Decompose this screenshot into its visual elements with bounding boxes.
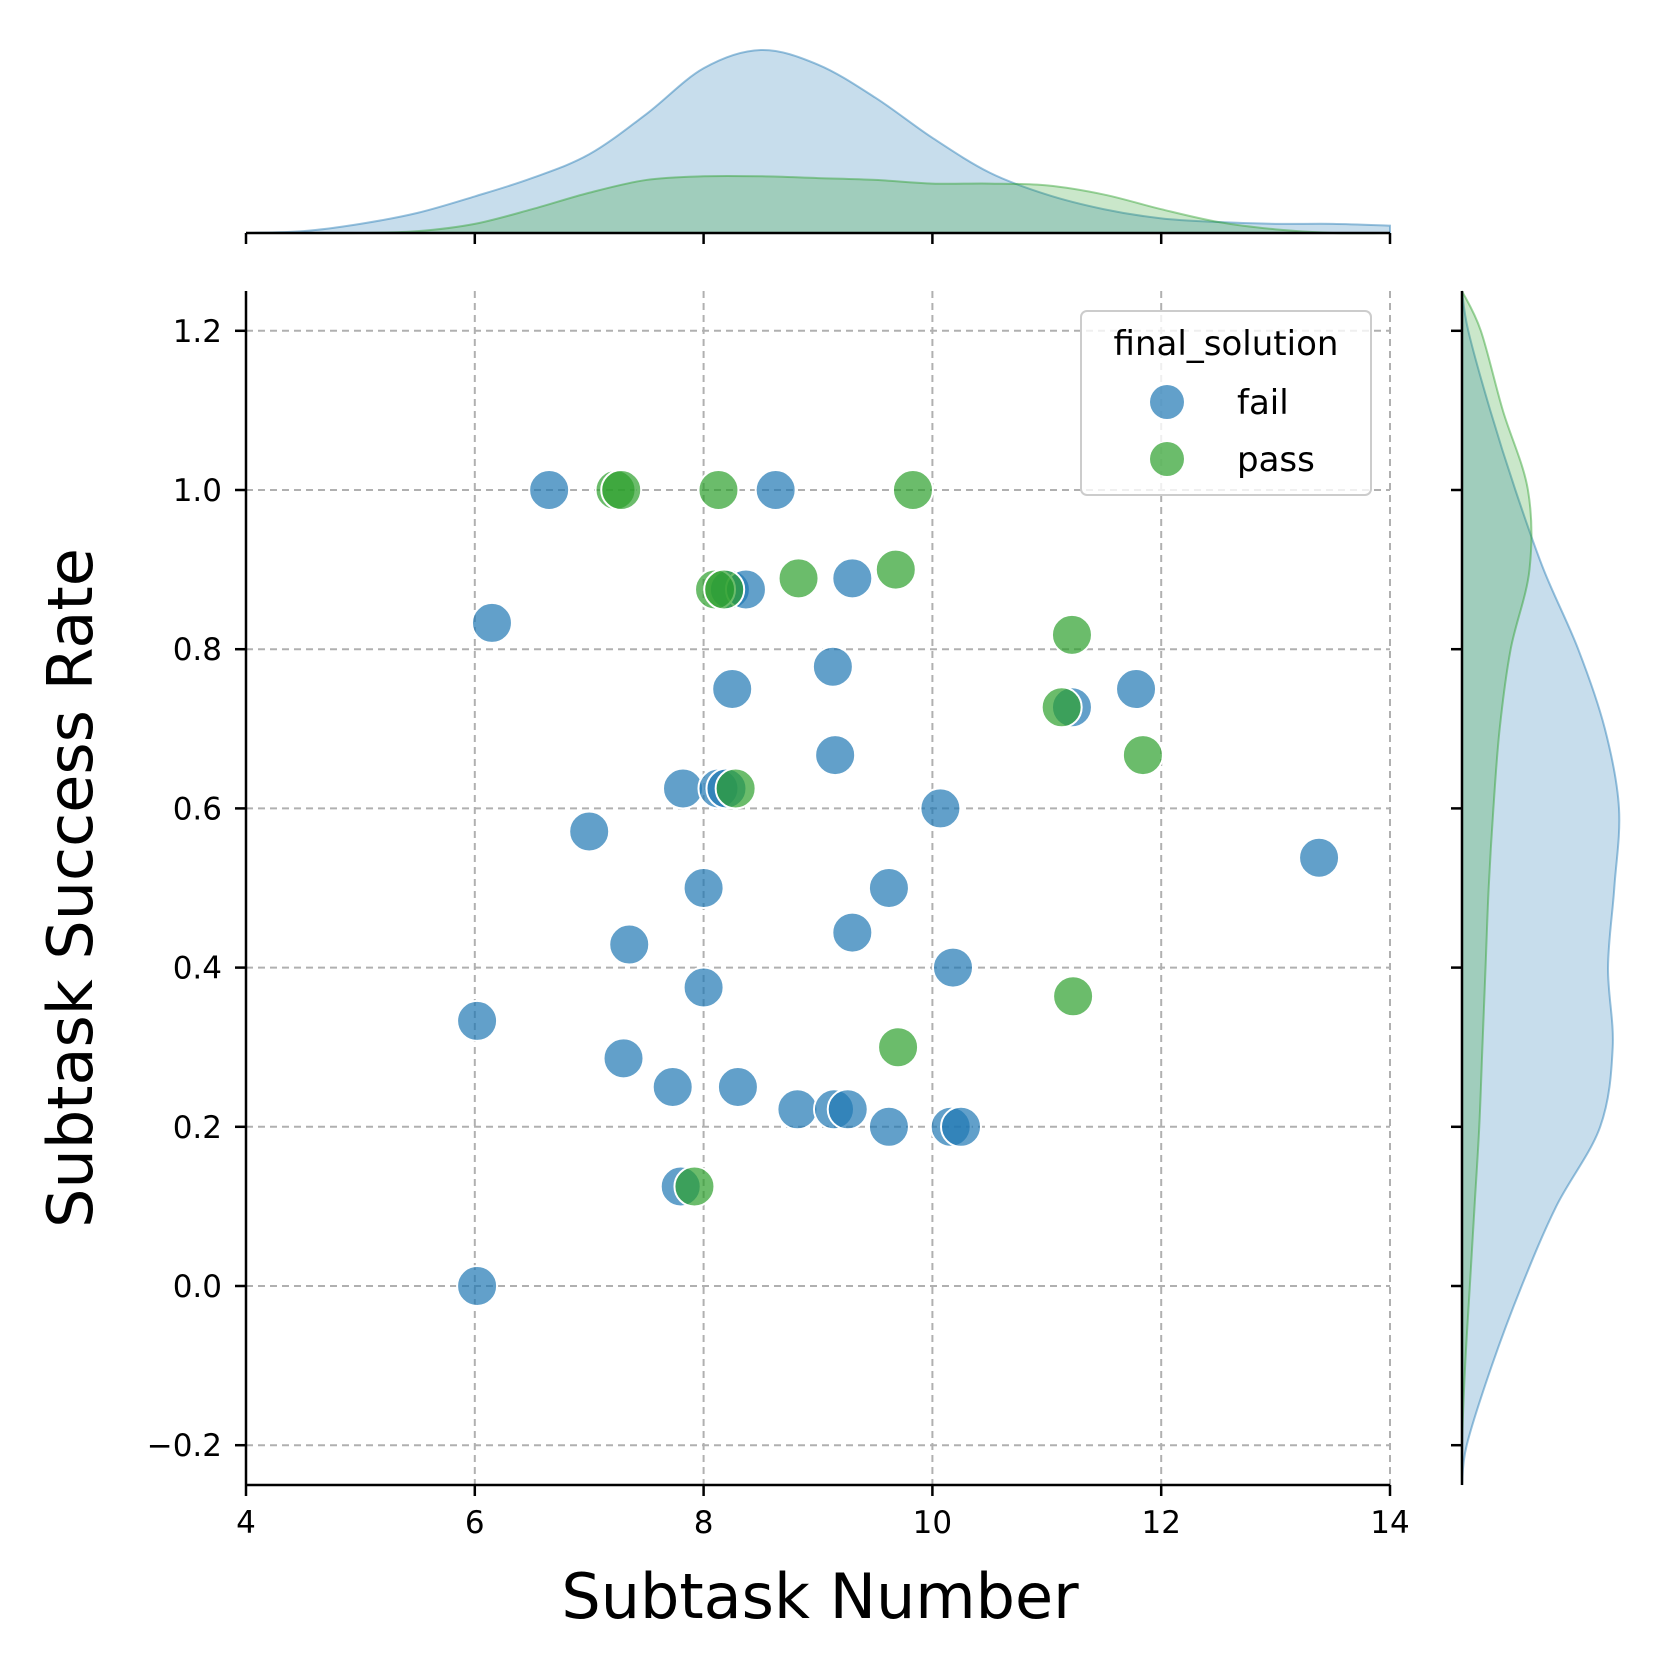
point-fail <box>831 911 874 954</box>
point-fail <box>608 923 651 966</box>
point-fail <box>470 601 513 644</box>
point-fail <box>919 787 962 830</box>
y-tick-label: 0.8 <box>173 632 222 668</box>
y-tick-label: 0.4 <box>173 951 222 987</box>
point-fail <box>826 1088 869 1131</box>
legend-marker-fail <box>1150 385 1184 419</box>
point-fail <box>867 1105 910 1148</box>
point-fail <box>528 469 571 511</box>
x-axis-title: Subtask Number <box>561 1560 1079 1633</box>
point-fail <box>814 734 857 777</box>
point-fail <box>682 966 725 1009</box>
point-pass <box>877 1026 920 1069</box>
legend-label-fail: fail <box>1237 383 1289 423</box>
y-tick-label: 1.0 <box>173 473 222 509</box>
top-density-pass <box>246 174 1391 235</box>
point-pass <box>600 469 643 511</box>
y-tick-label: −0.2 <box>147 1428 222 1464</box>
legend-marker-pass <box>1150 442 1184 476</box>
scatter-points <box>456 469 1341 1307</box>
point-pass <box>1121 734 1164 777</box>
point-pass <box>703 568 746 611</box>
x-tick-label: 12 <box>1141 1505 1180 1541</box>
point-pass <box>891 469 934 511</box>
ticks: 4 6 8 10 12 14 −0.2 0.0 0.2 0.4 0.6 0.8 1.0 1.2 <box>147 314 1410 1541</box>
top-density-fail <box>245 48 1391 234</box>
point-fail <box>456 1265 499 1307</box>
point-pass <box>673 1165 716 1208</box>
x-tick-label: 10 <box>913 1505 952 1541</box>
point-fail <box>602 1037 645 1080</box>
right-density-fail <box>1461 290 1621 1486</box>
point-pass <box>714 767 757 810</box>
point-fail <box>651 1066 694 1108</box>
point-pass <box>1040 686 1083 729</box>
point-fail <box>867 867 910 909</box>
top-marginal-density <box>244 48 1392 244</box>
x-tick-label: 6 <box>465 1505 485 1541</box>
point-pass <box>697 469 740 511</box>
point-fail <box>716 1066 759 1108</box>
point-fail <box>682 867 725 909</box>
x-tick-label: 4 <box>236 1505 256 1541</box>
legend: final_solution fail pass <box>1080 310 1372 496</box>
right-marginal-density <box>1451 290 1621 1486</box>
point-fail <box>931 946 974 989</box>
y-tick-label: 0.0 <box>173 1269 222 1305</box>
point-fail <box>831 557 874 600</box>
point-fail <box>1298 836 1341 879</box>
point-fail <box>754 469 797 511</box>
y-axis-title: Subtask Success Rate <box>34 548 107 1228</box>
point-fail <box>662 767 705 810</box>
point-pass <box>777 557 820 600</box>
y-tick-label: 0.6 <box>173 791 222 827</box>
point-pass <box>1050 613 1093 656</box>
point-fail <box>776 1088 819 1131</box>
point-pass <box>874 548 917 591</box>
point-fail <box>940 1105 982 1148</box>
y-tick-label: 0.2 <box>173 1110 222 1146</box>
point-fail <box>568 810 611 853</box>
main-scatter-plot: 4 6 8 10 12 14 −0.2 0.0 0.2 0.4 0.6 0.8 1.0 1.2 <box>147 291 1410 1541</box>
point-fail <box>1115 668 1158 710</box>
point-pass <box>1052 975 1095 1018</box>
point-fail <box>811 645 854 688</box>
point-fail <box>711 668 754 710</box>
y-tick-label: 1.2 <box>173 314 222 350</box>
point-fail <box>456 999 499 1042</box>
right-density-pass <box>1460 290 1533 1486</box>
legend-title: final_solution <box>1114 324 1339 364</box>
legend-label-pass: pass <box>1237 440 1315 480</box>
x-tick-label: 14 <box>1370 1505 1409 1541</box>
x-tick-label: 8 <box>694 1505 714 1541</box>
